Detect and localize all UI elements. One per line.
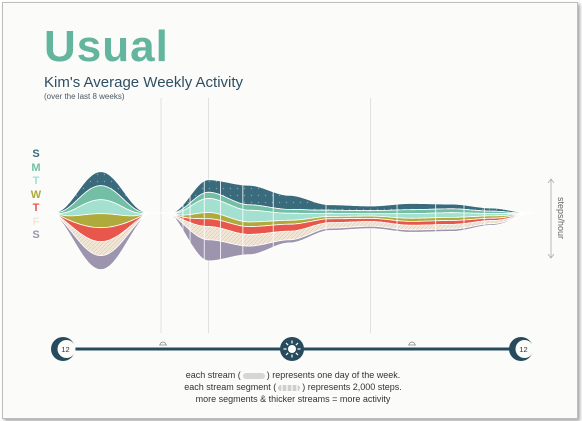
footnote-text: each stream ( xyxy=(185,370,241,380)
period-note: (over the last 8 weeks) xyxy=(44,92,125,101)
day-label-sun: S xyxy=(32,148,40,160)
day-label-wed: W xyxy=(30,188,42,201)
footnotes: each stream ( ) represents one day of the… xyxy=(103,369,483,405)
streamgraph: steps/hour 12 12 xyxy=(46,98,566,361)
stream-sample-icon xyxy=(242,372,265,379)
clock-start-label: 12 xyxy=(61,345,69,354)
chart-subtitle: Kim's Average Weekly Activity xyxy=(44,74,244,91)
stream-texture-fri xyxy=(46,213,533,256)
streams-layer xyxy=(46,98,534,333)
units-arrow-icon xyxy=(547,178,555,259)
day-label-thu: T xyxy=(32,202,40,214)
footnote-text: each stream segment ( xyxy=(184,382,277,392)
clock-end-label: 12 xyxy=(519,345,527,354)
stream-sat xyxy=(46,212,534,271)
day-label-mon: M xyxy=(31,161,41,174)
footnote-line-2: each stream segment ( ) represents 2,000 … xyxy=(103,381,483,393)
footnote-text: ) represents 2,000 steps. xyxy=(302,382,402,392)
timeline: steps/hour 12 12 xyxy=(51,178,566,361)
sun-icon xyxy=(280,337,304,361)
moon-start-icon: 12 xyxy=(51,337,76,361)
footnote-line-1: each stream ( ) represents one day of the… xyxy=(103,369,483,381)
units-label: steps/hour xyxy=(556,197,566,239)
sunset-icon xyxy=(408,341,416,346)
day-label-tue: T xyxy=(32,175,40,187)
moon-end-icon: 12 xyxy=(509,337,534,361)
segment-sample-icon xyxy=(278,384,301,391)
page-title: Usual xyxy=(44,22,169,71)
footnote-text: ) represents one day of the week. xyxy=(266,370,401,380)
footnote-line-3: more segments & thicker streams = more a… xyxy=(195,394,391,404)
sunrise-icon xyxy=(159,341,167,346)
day-label-fri: F xyxy=(32,215,40,228)
day-label-sat: S xyxy=(32,229,40,241)
